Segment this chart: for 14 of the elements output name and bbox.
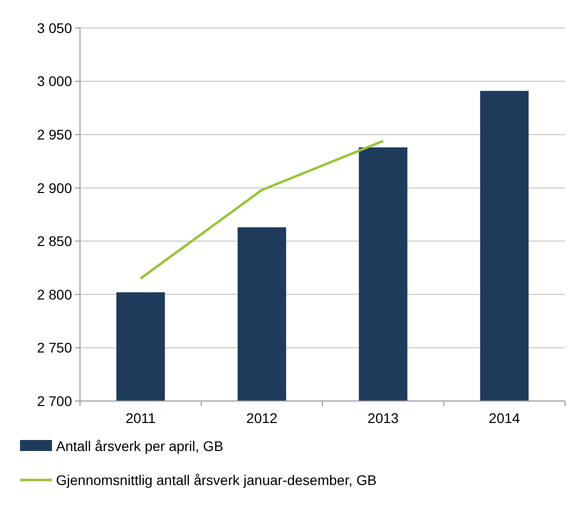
y-tick-label: 2 800	[36, 286, 72, 302]
x-tick-label: 2012	[246, 410, 278, 426]
x-tick-label: 2013	[368, 410, 399, 426]
x-tick-label: 2011	[126, 410, 156, 426]
y-tick-label: 2 700	[36, 392, 72, 409]
y-tick-label: 2 850	[36, 233, 72, 250]
y-tick-label: 2 750	[36, 340, 72, 356]
y-tick-label: 3 050	[36, 20, 72, 36]
x-tick-label: 2014	[488, 410, 520, 426]
y-tick-label: 3 000	[36, 73, 72, 90]
y-tick-label: 2 900	[36, 180, 72, 196]
y-tick-label: 2 950	[36, 126, 72, 142]
legend-label: Gjennomsnittlig antall årsverk januar-desember, GB	[56, 472, 377, 488]
legend-label: Antall årsverk per april, GB	[56, 438, 224, 454]
